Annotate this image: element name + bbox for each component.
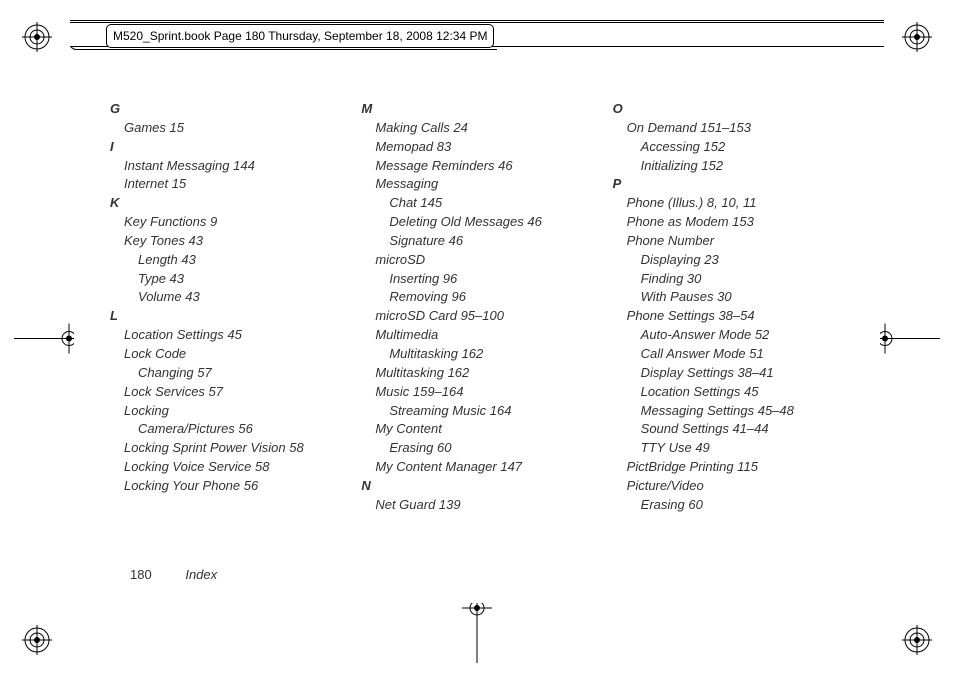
index-entry: Making Calls 24 bbox=[375, 119, 592, 138]
index-entry: Key Tones 43 bbox=[124, 232, 341, 251]
index-entry: Accessing 152 bbox=[641, 138, 844, 157]
index-entry: My Content bbox=[375, 420, 592, 439]
index-content: GGames 15IInstant Messaging 144Internet … bbox=[110, 100, 844, 562]
index-entry: Location Settings 45 bbox=[641, 383, 844, 402]
index-entry: Phone Settings 38–54 bbox=[627, 307, 844, 326]
index-letter: N bbox=[361, 477, 592, 496]
index-entry: Multimedia bbox=[375, 326, 592, 345]
index-entry: Initializing 152 bbox=[641, 157, 844, 176]
index-entry: PictBridge Printing 115 bbox=[627, 458, 844, 477]
index-entry: Display Settings 38–41 bbox=[641, 364, 844, 383]
index-entry: Phone (Illus.) 8, 10, 11 bbox=[627, 194, 844, 213]
index-entry: With Pauses 30 bbox=[641, 288, 844, 307]
crop-mark-bottom bbox=[462, 603, 492, 668]
crop-mark-right bbox=[880, 324, 940, 359]
index-entry: microSD Card 95–100 bbox=[375, 307, 592, 326]
index-entry: Call Answer Mode 51 bbox=[641, 345, 844, 364]
index-entry: Multitasking 162 bbox=[375, 364, 592, 383]
index-letter: I bbox=[110, 138, 341, 157]
index-entry: Phone Number bbox=[627, 232, 844, 251]
index-entry: Chat 145 bbox=[389, 194, 592, 213]
index-entry: Messaging bbox=[375, 175, 592, 194]
index-entry: Multitasking 162 bbox=[389, 345, 592, 364]
index-entry: Key Functions 9 bbox=[124, 213, 341, 232]
footer: 180 Index bbox=[130, 567, 217, 582]
crop-mark-top-left bbox=[22, 22, 52, 57]
index-entry: Length 43 bbox=[138, 251, 341, 270]
index-entry: Locking Voice Service 58 bbox=[124, 458, 341, 477]
page-number: 180 bbox=[130, 567, 152, 582]
index-entry: Internet 15 bbox=[124, 175, 341, 194]
index-entry: Removing 96 bbox=[389, 288, 592, 307]
index-entry: Camera/Pictures 56 bbox=[138, 420, 341, 439]
index-entry: Locking Your Phone 56 bbox=[124, 477, 341, 496]
index-entry: On Demand 151–153 bbox=[627, 119, 844, 138]
index-entry: Message Reminders 46 bbox=[375, 157, 592, 176]
index-entry: Location Settings 45 bbox=[124, 326, 341, 345]
header-text-2: M520_Sprint.book Page 180 Thursday, Sept… bbox=[113, 29, 487, 43]
index-entry: Erasing 60 bbox=[641, 496, 844, 515]
index-entry: Phone as Modem 153 bbox=[627, 213, 844, 232]
index-letter: P bbox=[613, 175, 844, 194]
index-entry: Changing 57 bbox=[138, 364, 341, 383]
index-entry: Signature 46 bbox=[389, 232, 592, 251]
index-entry: Lock Code bbox=[124, 345, 341, 364]
index-letter: K bbox=[110, 194, 341, 213]
index-entry: Net Guard 139 bbox=[375, 496, 592, 515]
index-entry: Locking bbox=[124, 402, 341, 421]
crop-mark-left bbox=[14, 324, 74, 359]
index-entry: Locking Sprint Power Vision 58 bbox=[124, 439, 341, 458]
index-entry: Sound Settings 41–44 bbox=[641, 420, 844, 439]
index-entry: My Content Manager 147 bbox=[375, 458, 592, 477]
index-entry: Displaying 23 bbox=[641, 251, 844, 270]
index-letter: M bbox=[361, 100, 592, 119]
index-entry: Inserting 96 bbox=[389, 270, 592, 289]
index-letter: G bbox=[110, 100, 341, 119]
index-entry: Auto-Answer Mode 52 bbox=[641, 326, 844, 345]
index-col-2: MMaking Calls 24Memopad 83Message Remind… bbox=[361, 100, 592, 562]
footer-label: Index bbox=[185, 567, 217, 582]
index-entry: Lock Services 57 bbox=[124, 383, 341, 402]
index-entry: Erasing 60 bbox=[389, 439, 592, 458]
index-entry: Streaming Music 164 bbox=[389, 402, 592, 421]
index-letter: O bbox=[613, 100, 844, 119]
index-entry: Volume 43 bbox=[138, 288, 341, 307]
index-entry: Music 159–164 bbox=[375, 383, 592, 402]
index-entry: Instant Messaging 144 bbox=[124, 157, 341, 176]
index-letter: L bbox=[110, 307, 341, 326]
index-entry: Messaging Settings 45–48 bbox=[641, 402, 844, 421]
index-col-1: GGames 15IInstant Messaging 144Internet … bbox=[110, 100, 341, 562]
index-entry: Finding 30 bbox=[641, 270, 844, 289]
crop-mark-bottom-right bbox=[902, 625, 932, 660]
crop-mark-top-right bbox=[902, 22, 932, 57]
index-col-3: OOn Demand 151–153Accessing 152Initializ… bbox=[613, 100, 844, 562]
crop-mark-bottom-left bbox=[22, 625, 52, 660]
index-entry: Games 15 bbox=[124, 119, 341, 138]
index-entry: TTY Use 49 bbox=[641, 439, 844, 458]
index-entry: Type 43 bbox=[138, 270, 341, 289]
header-overlay: M520_Sprint.book Page 180 Thursday, Sept… bbox=[70, 22, 884, 46]
index-entry: microSD bbox=[375, 251, 592, 270]
index-entry: Picture/Video bbox=[627, 477, 844, 496]
index-entry: Memopad 83 bbox=[375, 138, 592, 157]
index-entry: Deleting Old Messages 46 bbox=[389, 213, 592, 232]
